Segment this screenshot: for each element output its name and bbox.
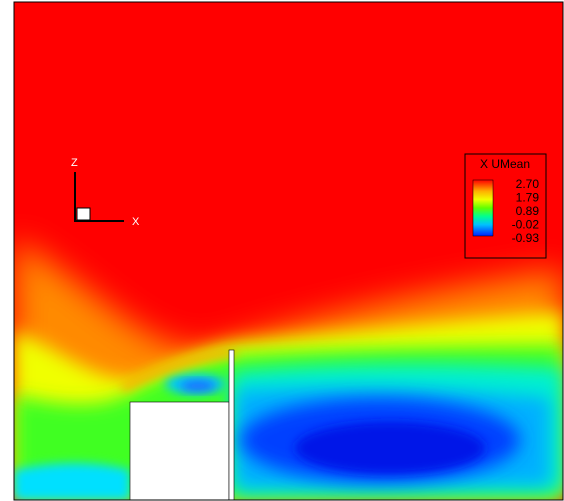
- colorbar-title: X UMean: [480, 157, 530, 171]
- colorbar-gradient: [472, 179, 494, 237]
- colorbar-legend: X UMean 2.701.790.89-0.02-0.93: [464, 153, 547, 259]
- legend-box: [464, 153, 547, 259]
- triad-z-label: Z: [71, 157, 78, 169]
- colorbar-tick-label: 2.70: [516, 177, 540, 191]
- colorbar-tick-label: -0.02: [512, 218, 540, 232]
- velocity-field: [14, 2, 563, 500]
- triad-x-label: X: [132, 216, 140, 228]
- triad-origin-box: [76, 207, 91, 221]
- colorbar-tick-label: 0.89: [516, 204, 540, 218]
- colorbar-tick-label: 1.79: [516, 191, 540, 205]
- axes-triad: Z X: [71, 157, 140, 228]
- colorbar-tick-label: -0.93: [512, 231, 540, 245]
- solid-block: [129, 401, 230, 501]
- thin-wall: [228, 349, 235, 501]
- colorbar-ticks: 2.701.790.89-0.02-0.93: [512, 177, 540, 245]
- plot-frame: [13, 1, 564, 501]
